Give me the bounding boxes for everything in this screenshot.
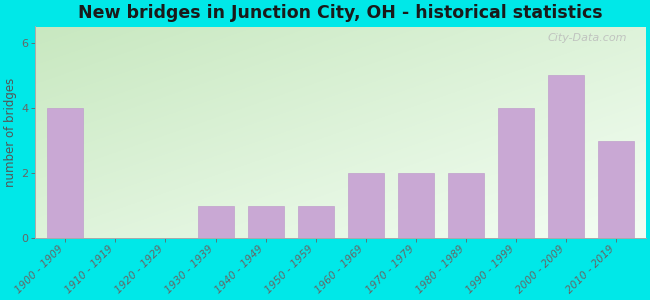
- Y-axis label: number of bridges: number of bridges: [4, 78, 17, 187]
- Bar: [548, 75, 584, 238]
- Bar: [398, 173, 434, 238]
- Bar: [248, 206, 283, 238]
- Bar: [448, 173, 484, 238]
- Text: City-Data.com: City-Data.com: [548, 33, 627, 43]
- Bar: [348, 173, 383, 238]
- Title: New bridges in Junction City, OH - historical statistics: New bridges in Junction City, OH - histo…: [78, 4, 603, 22]
- Bar: [498, 108, 534, 239]
- Bar: [298, 206, 333, 238]
- Bar: [47, 108, 83, 239]
- Bar: [598, 141, 634, 238]
- Bar: [198, 206, 233, 238]
